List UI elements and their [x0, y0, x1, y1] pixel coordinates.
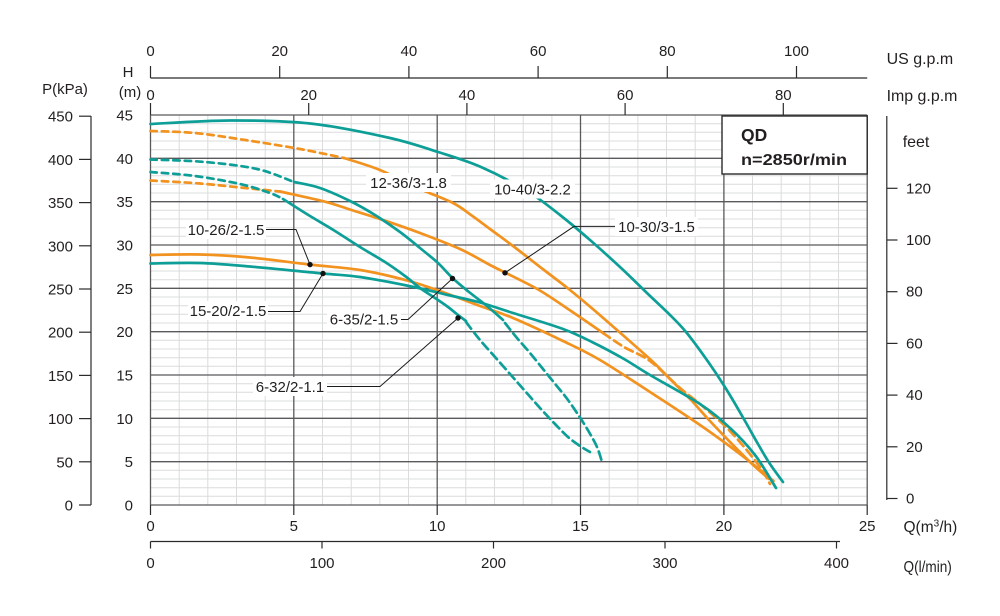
- svg-text:60: 60: [617, 87, 634, 104]
- svg-text:40: 40: [401, 43, 418, 60]
- svg-text:20: 20: [116, 324, 133, 341]
- svg-text:50: 50: [56, 454, 73, 471]
- svg-text:80: 80: [659, 43, 676, 60]
- svg-text:0: 0: [125, 498, 133, 515]
- svg-text:300: 300: [652, 555, 677, 572]
- svg-text:Q(l/min): Q(l/min): [904, 559, 952, 576]
- svg-text:n=2850r/min: n=2850r/min: [741, 152, 847, 169]
- svg-text:350: 350: [48, 195, 73, 212]
- svg-text:Q(m3/h): Q(m3/h): [904, 519, 958, 537]
- svg-text:0: 0: [146, 87, 154, 104]
- svg-text:20: 20: [716, 518, 733, 535]
- svg-text:0: 0: [146, 518, 154, 535]
- svg-text:100: 100: [906, 232, 931, 249]
- svg-text:10-26/2-1.5: 10-26/2-1.5: [188, 222, 265, 239]
- svg-text:200: 200: [481, 555, 506, 572]
- svg-text:12-36/3-1.8: 12-36/3-1.8: [370, 175, 447, 192]
- svg-text:(m): (m): [119, 84, 142, 101]
- svg-text:250: 250: [48, 282, 73, 299]
- svg-text:100: 100: [784, 43, 809, 60]
- svg-text:20: 20: [271, 43, 288, 60]
- svg-text:25: 25: [116, 281, 133, 298]
- svg-text:45: 45: [116, 108, 133, 125]
- svg-text:450: 450: [48, 109, 73, 126]
- svg-text:20: 20: [300, 87, 317, 104]
- svg-text:15-20/2-1.5: 15-20/2-1.5: [190, 303, 267, 320]
- svg-text:10: 10: [116, 411, 133, 428]
- svg-text:6-35/2-1.5: 6-35/2-1.5: [330, 312, 398, 329]
- svg-text:60: 60: [906, 335, 923, 352]
- svg-text:0: 0: [65, 498, 73, 515]
- svg-text:feet: feet: [903, 134, 930, 151]
- svg-text:20: 20: [906, 439, 923, 456]
- svg-text:300: 300: [48, 238, 73, 255]
- svg-text:0: 0: [906, 491, 914, 508]
- svg-text:40: 40: [906, 387, 923, 404]
- svg-text:40: 40: [116, 151, 133, 168]
- svg-text:Imp g.p.m: Imp g.p.m: [887, 88, 958, 105]
- svg-text:200: 200: [48, 325, 73, 342]
- svg-text:10-30/3-1.5: 10-30/3-1.5: [618, 219, 695, 236]
- svg-text:150: 150: [48, 368, 73, 385]
- svg-text:10-40/3-2.2: 10-40/3-2.2: [494, 182, 571, 199]
- svg-text:25: 25: [859, 518, 876, 535]
- svg-text:5: 5: [290, 518, 298, 535]
- svg-text:100: 100: [48, 411, 73, 428]
- svg-text:10: 10: [429, 518, 446, 535]
- svg-text:P(kPa): P(kPa): [42, 81, 88, 98]
- svg-text:80: 80: [775, 87, 792, 104]
- svg-text:US g.p.m: US g.p.m: [887, 51, 954, 68]
- svg-text:120: 120: [906, 180, 931, 197]
- svg-text:5: 5: [125, 454, 133, 471]
- svg-text:0: 0: [146, 43, 154, 60]
- svg-text:H: H: [123, 64, 134, 81]
- svg-text:400: 400: [824, 555, 849, 572]
- svg-text:100: 100: [309, 555, 334, 572]
- svg-text:40: 40: [459, 87, 476, 104]
- svg-text:35: 35: [116, 194, 133, 211]
- svg-text:80: 80: [906, 284, 923, 301]
- svg-text:400: 400: [48, 152, 73, 169]
- svg-text:30: 30: [116, 238, 133, 255]
- svg-text:QD: QD: [741, 125, 767, 145]
- svg-text:60: 60: [530, 43, 547, 60]
- svg-text:15: 15: [116, 368, 133, 385]
- svg-text:6-32/2-1.1: 6-32/2-1.1: [256, 379, 324, 396]
- svg-text:15: 15: [572, 518, 589, 535]
- svg-text:0: 0: [146, 555, 154, 572]
